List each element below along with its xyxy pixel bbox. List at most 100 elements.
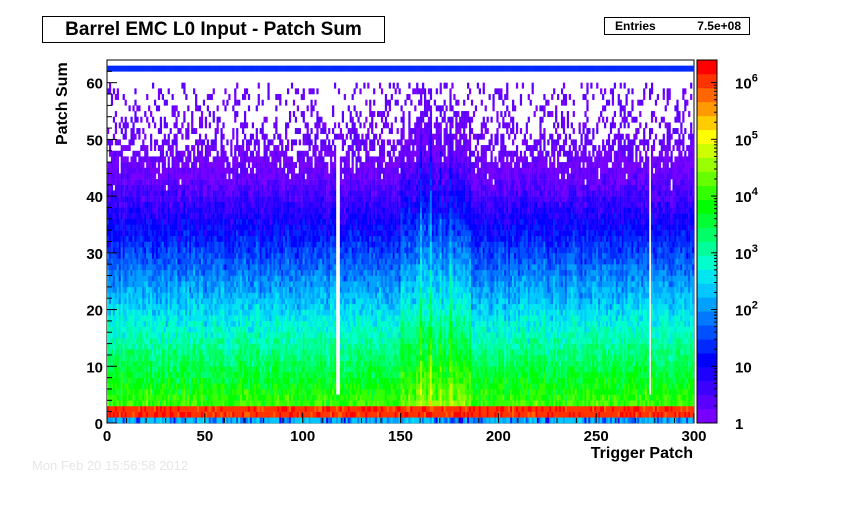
heatmap-cell <box>255 235 258 242</box>
heatmap-cell <box>112 309 116 316</box>
heatmap-cell <box>249 371 253 378</box>
heatmap-cell <box>193 213 196 220</box>
heatmap-cell <box>243 116 247 123</box>
heatmap-cell <box>185 128 188 134</box>
heatmap-cell <box>159 145 163 151</box>
heatmap-cell <box>110 94 114 100</box>
heatmap-cell <box>294 309 298 316</box>
heatmap-cell <box>118 196 121 203</box>
heatmap-cell <box>195 190 198 197</box>
heatmap-cell <box>126 371 129 378</box>
heatmap-cell <box>110 411 114 418</box>
heatmap-cell <box>294 383 298 390</box>
heatmap-cell <box>197 179 200 186</box>
heatmap-cell <box>214 343 217 350</box>
heatmap-cell <box>277 354 280 361</box>
heatmap-cell <box>216 116 219 123</box>
heatmap-cell <box>279 394 282 401</box>
heatmap-cell <box>210 201 213 208</box>
heatmap-cell <box>273 383 276 390</box>
heatmap-cell <box>273 230 276 237</box>
heatmap-cell <box>114 150 118 157</box>
heatmap-cell <box>240 167 243 174</box>
heatmap-cell <box>245 247 249 254</box>
heatmap-cell <box>146 65 149 72</box>
heatmap-cell <box>243 156 247 163</box>
heatmap-cell <box>193 167 196 174</box>
heatmap-cell <box>220 354 223 361</box>
heatmap-cell <box>218 201 221 208</box>
heatmap-cell <box>292 298 296 305</box>
heatmap-cell <box>218 303 221 310</box>
heatmap-cell <box>163 349 166 356</box>
heatmap-cell <box>226 235 229 242</box>
heatmap-cell <box>187 326 190 333</box>
heatmap-cell <box>249 207 253 214</box>
heatmap-cell <box>126 343 129 350</box>
heatmap-cell <box>128 269 131 276</box>
heatmap-cell <box>216 190 219 197</box>
heatmap-cell <box>210 394 213 401</box>
heatmap-cell <box>294 275 298 282</box>
heatmap-cell <box>232 207 235 214</box>
heatmap-cell <box>242 145 245 151</box>
heatmap-cell <box>288 184 292 191</box>
heatmap-cell <box>146 269 149 276</box>
heatmap-cell <box>177 309 180 316</box>
heatmap-cell <box>157 201 161 208</box>
heatmap-cell <box>255 371 258 378</box>
heatmap-cell <box>214 218 217 225</box>
heatmap-cell <box>191 292 194 299</box>
heatmap-cell <box>222 292 225 299</box>
heatmap-cell <box>118 252 121 259</box>
heatmap-cell <box>216 252 219 259</box>
heatmap-cell <box>277 326 280 333</box>
heatmap-cell <box>150 281 153 288</box>
heatmap-cell <box>110 349 114 356</box>
heatmap-cell <box>108 405 112 412</box>
heatmap-cell <box>249 190 253 197</box>
heatmap-cell <box>118 366 121 373</box>
heatmap-cell <box>140 366 143 373</box>
heatmap-cell <box>177 190 180 197</box>
heatmap-cell <box>251 388 254 395</box>
heatmap-cell <box>179 281 182 288</box>
heatmap-cell <box>150 145 153 151</box>
heatmap-cell <box>142 417 145 424</box>
heatmap-cell <box>275 275 278 282</box>
heatmap-cell <box>202 388 206 395</box>
heatmap-cell <box>112 162 116 169</box>
heatmap-cell <box>191 145 194 151</box>
heatmap-cell <box>148 394 151 401</box>
heatmap-cell <box>269 337 272 344</box>
heatmap-cell <box>142 179 145 186</box>
heatmap-cell <box>120 366 123 373</box>
heatmap-cell <box>214 377 217 384</box>
heatmap-cell <box>283 224 286 231</box>
heatmap-cell <box>271 247 274 254</box>
heatmap-cell <box>257 139 260 146</box>
heatmap-cell <box>230 343 233 350</box>
heatmap-cell <box>285 349 288 356</box>
heatmap-cell <box>255 303 258 310</box>
heatmap-cell <box>177 394 180 401</box>
heatmap-cell <box>226 252 229 259</box>
heatmap-cell <box>108 332 112 339</box>
heatmap-cell <box>251 264 254 271</box>
heatmap-cell <box>191 337 194 344</box>
heatmap-cell <box>138 366 141 373</box>
heatmap-cell <box>236 315 239 322</box>
heatmap-cell <box>177 417 180 424</box>
heatmap-cell <box>134 354 137 361</box>
heatmap-cell <box>161 162 164 169</box>
heatmap-cell <box>216 264 219 271</box>
heatmap-cell <box>200 309 204 316</box>
heatmap-cell <box>195 128 198 134</box>
heatmap-cell <box>234 309 237 316</box>
heatmap-cell <box>240 320 243 327</box>
heatmap-cell <box>216 388 219 395</box>
heatmap-cell <box>236 377 239 384</box>
heatmap-cell <box>257 201 260 208</box>
heatmap-cell <box>263 190 266 197</box>
heatmap-cell <box>193 190 196 197</box>
